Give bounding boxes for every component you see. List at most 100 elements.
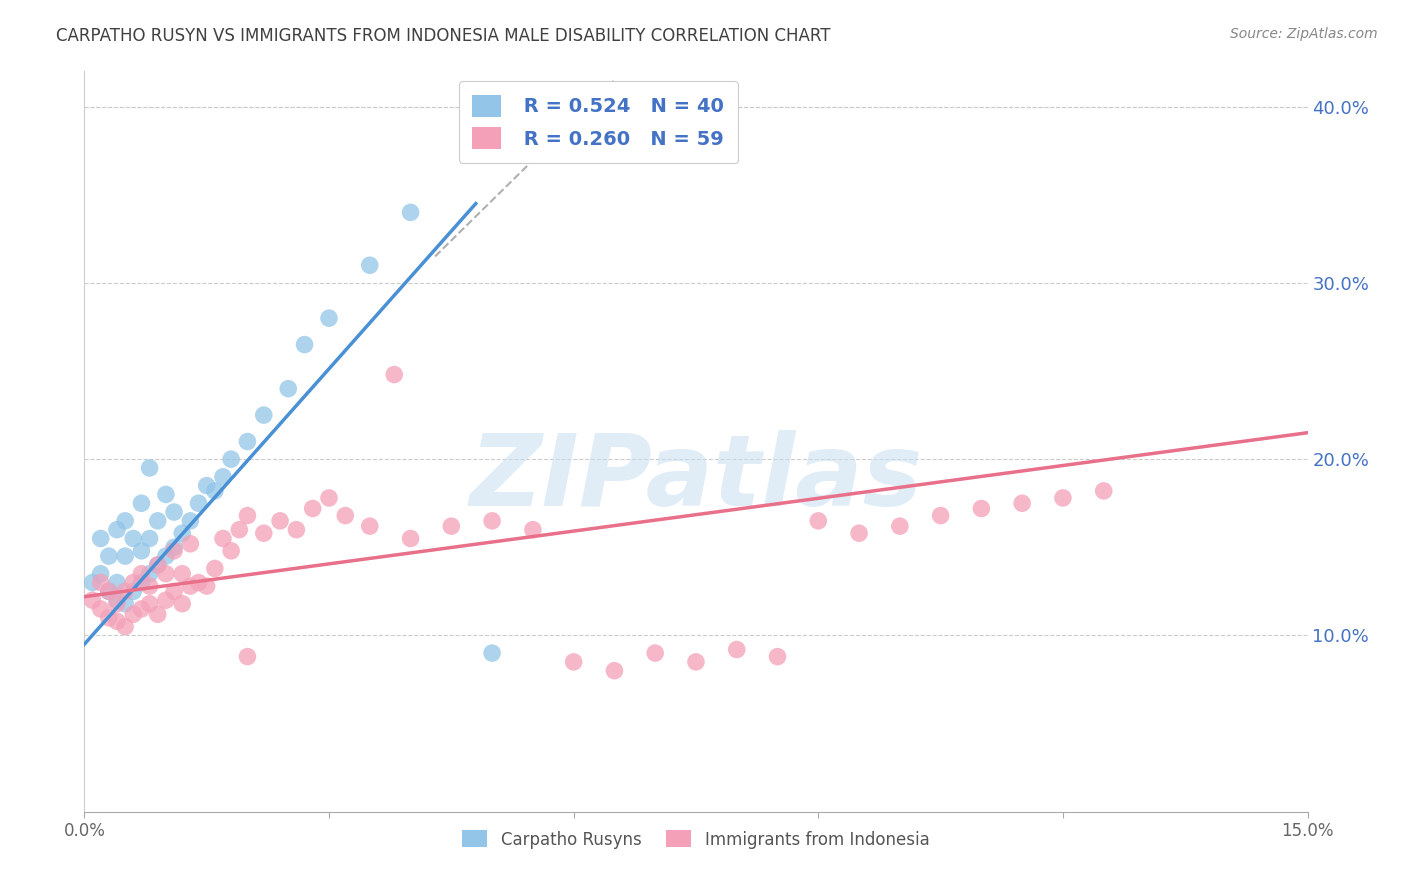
Point [204, 483, 226, 498]
Point [253, 408, 276, 422]
Point [90, 602, 112, 616]
Point [236, 508, 259, 523]
Text: Source: ZipAtlas.com: Source: ZipAtlas.com [1230, 27, 1378, 41]
Point [1052, 491, 1074, 505]
Point [163, 541, 186, 555]
Point [105, 615, 128, 629]
Point [114, 549, 136, 563]
Point [481, 646, 503, 660]
Point [138, 532, 160, 546]
Point [399, 205, 422, 219]
Point [766, 649, 789, 664]
Point [848, 526, 870, 541]
Point [138, 566, 160, 581]
Point [114, 584, 136, 599]
Point [131, 544, 153, 558]
Point [172, 597, 194, 611]
Point [228, 523, 250, 537]
Point [97, 549, 120, 563]
Point [269, 514, 291, 528]
Text: ZIPatlas: ZIPatlas [470, 430, 922, 527]
Point [114, 597, 136, 611]
Point [301, 501, 323, 516]
Point [146, 514, 169, 528]
Point [105, 523, 128, 537]
Point [131, 496, 153, 510]
Point [277, 382, 299, 396]
Point [122, 575, 145, 590]
Point [725, 642, 748, 657]
Point [155, 566, 177, 581]
Point [97, 584, 120, 599]
Point [90, 575, 112, 590]
Point [236, 434, 259, 449]
Point [105, 593, 128, 607]
Point [382, 368, 405, 382]
Point [163, 505, 186, 519]
Point [105, 597, 128, 611]
Point [219, 452, 242, 467]
Point [97, 584, 120, 599]
Point [294, 337, 316, 351]
Point [131, 575, 153, 590]
Point [359, 519, 381, 533]
Point [90, 566, 112, 581]
Point [82, 593, 104, 607]
Point [138, 461, 160, 475]
Point [146, 558, 169, 572]
Point [179, 579, 201, 593]
Point [318, 311, 340, 326]
Legend: Carpatho Rusyns, Immigrants from Indonesia: Carpatho Rusyns, Immigrants from Indones… [456, 823, 936, 855]
Point [172, 526, 194, 541]
Point [195, 478, 218, 492]
Point [335, 508, 357, 523]
Point [122, 584, 145, 599]
Point [82, 575, 104, 590]
Point [929, 508, 952, 523]
Point [253, 526, 276, 541]
Point [105, 575, 128, 590]
Point [138, 579, 160, 593]
Text: CARPATHO RUSYN VS IMMIGRANTS FROM INDONESIA MALE DISABILITY CORRELATION CHART: CARPATHO RUSYN VS IMMIGRANTS FROM INDONE… [56, 27, 831, 45]
Point [114, 619, 136, 633]
Point [562, 655, 585, 669]
Point [195, 579, 218, 593]
Point [138, 597, 160, 611]
Point [889, 519, 911, 533]
Point [114, 514, 136, 528]
Point [970, 501, 993, 516]
Point [440, 519, 463, 533]
Point [807, 514, 830, 528]
Point [155, 593, 177, 607]
Point [212, 532, 235, 546]
Point [685, 655, 707, 669]
Point [131, 566, 153, 581]
Point [122, 532, 145, 546]
Point [236, 649, 259, 664]
Point [522, 523, 544, 537]
Point [212, 470, 235, 484]
Point [285, 523, 308, 537]
Point [318, 491, 340, 505]
Point [122, 607, 145, 622]
Point [179, 537, 201, 551]
Point [1092, 483, 1115, 498]
Point [359, 258, 381, 272]
Point [155, 487, 177, 501]
Point [146, 607, 169, 622]
Point [146, 558, 169, 572]
Point [1011, 496, 1033, 510]
Point [399, 532, 422, 546]
Point [179, 514, 201, 528]
Point [204, 561, 226, 575]
Point [97, 611, 120, 625]
Point [155, 549, 177, 563]
Point [131, 602, 153, 616]
Point [481, 514, 503, 528]
Point [163, 544, 186, 558]
Point [219, 544, 242, 558]
Point [644, 646, 666, 660]
Point [90, 532, 112, 546]
Point [187, 496, 209, 510]
Point [172, 566, 194, 581]
